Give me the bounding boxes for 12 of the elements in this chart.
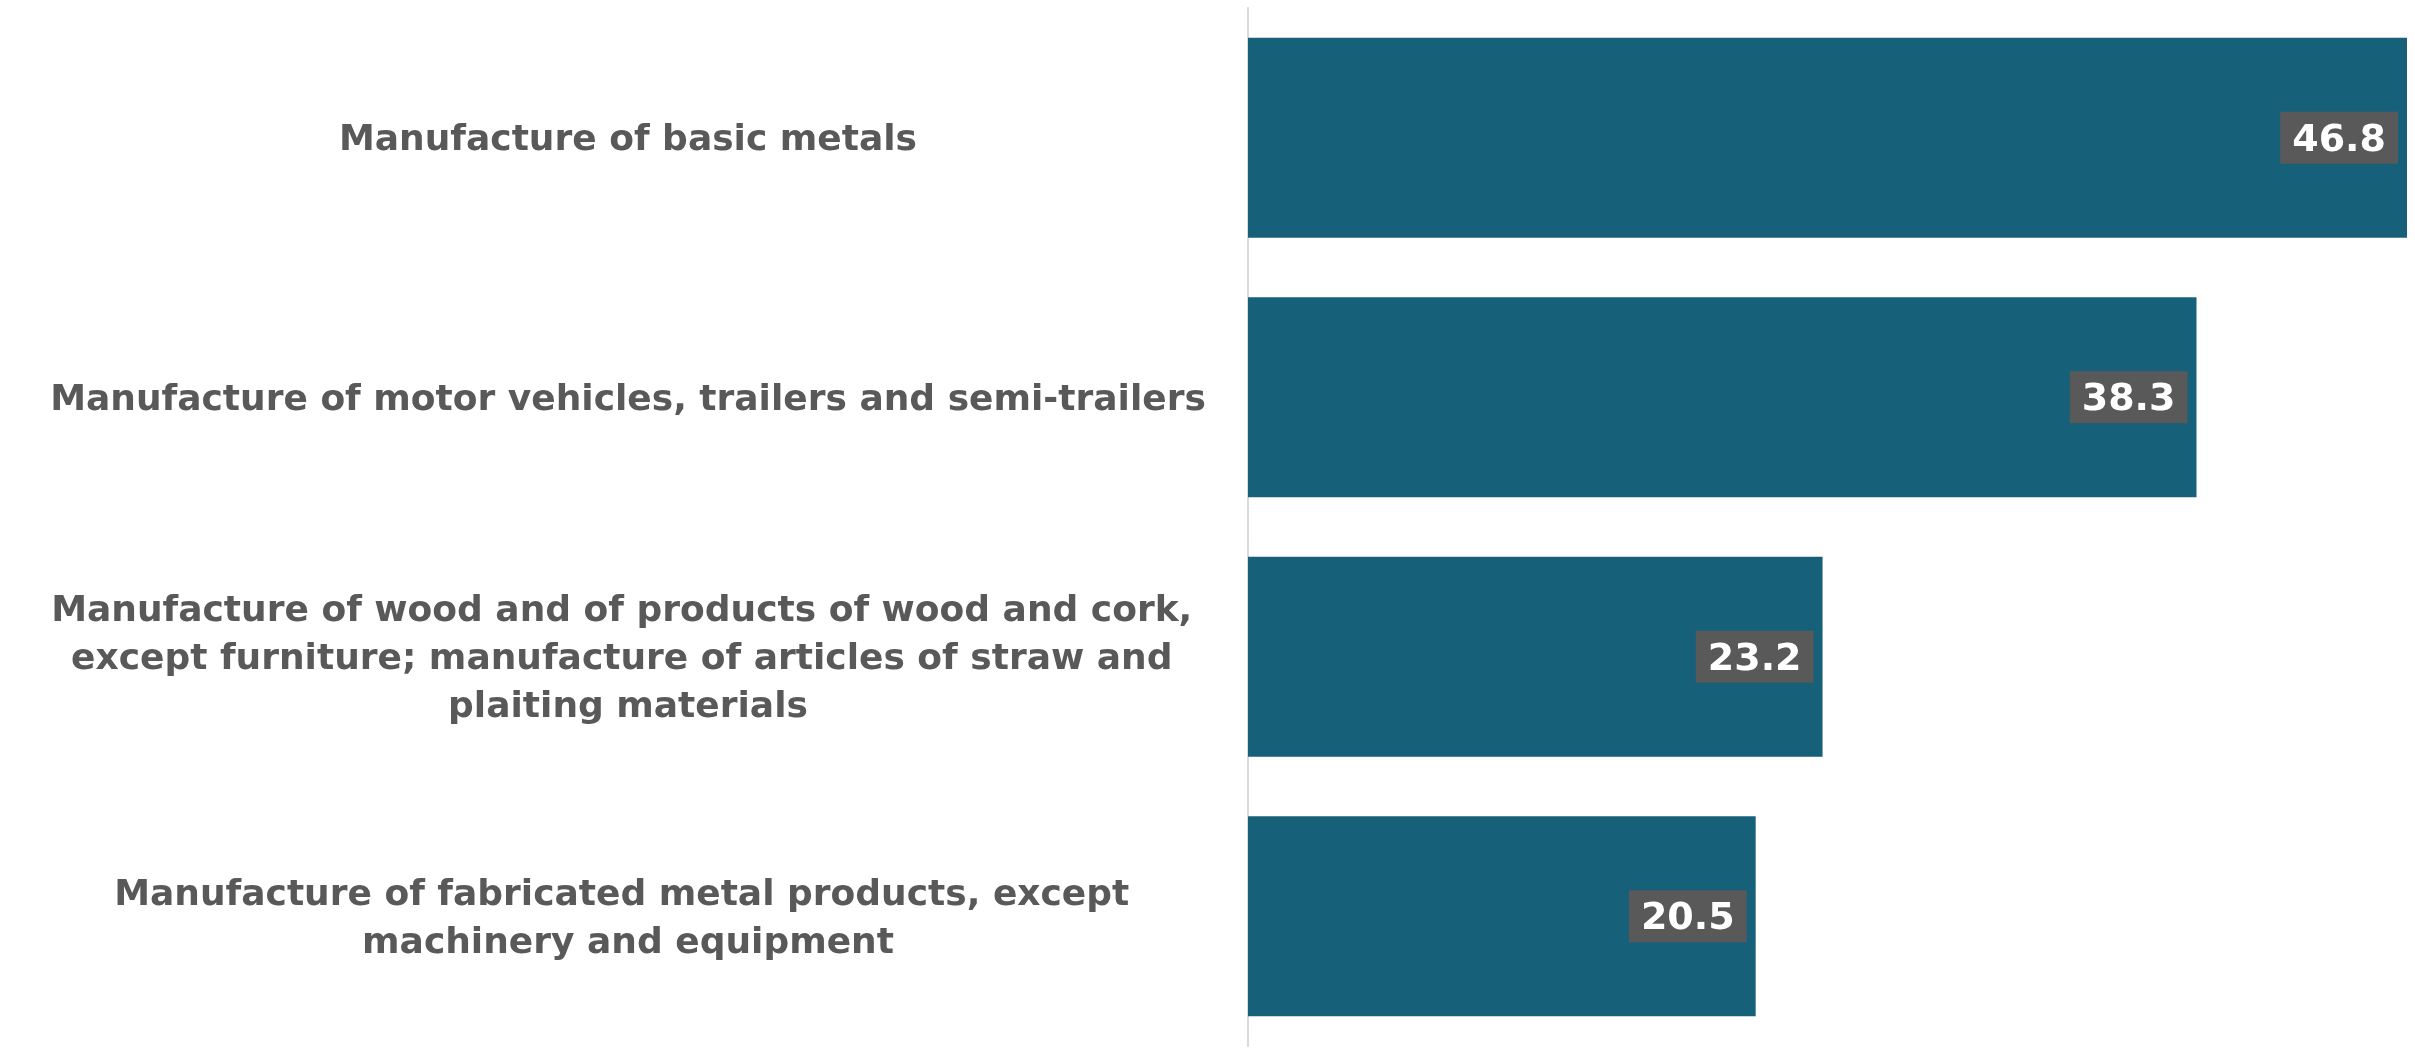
data-label: 23.2: [1707, 634, 1802, 679]
data-label: 38.3: [2081, 375, 2176, 420]
y-tick-label: Manufacture of motor vehicles, trailers and semi-trailers: [50, 376, 1206, 418]
y-tick-label: Manufacture of fabricated metal products, except machinery and equipment: [114, 871, 1142, 961]
bar: [1248, 297, 2197, 498]
bar: [1248, 556, 1823, 757]
y-tick-label: Manufacture of basic metals: [338, 117, 918, 159]
bar: [1248, 816, 1756, 1017]
y-tick-label: Manufacture of wood and of products of wood and cork, except furniture; manufacture of articles of straw and plaiting materials: [51, 588, 1205, 726]
data-label: 20.5: [1640, 894, 1735, 939]
data-label: 46.8: [2292, 115, 2386, 160]
bar: [1248, 37, 2407, 238]
